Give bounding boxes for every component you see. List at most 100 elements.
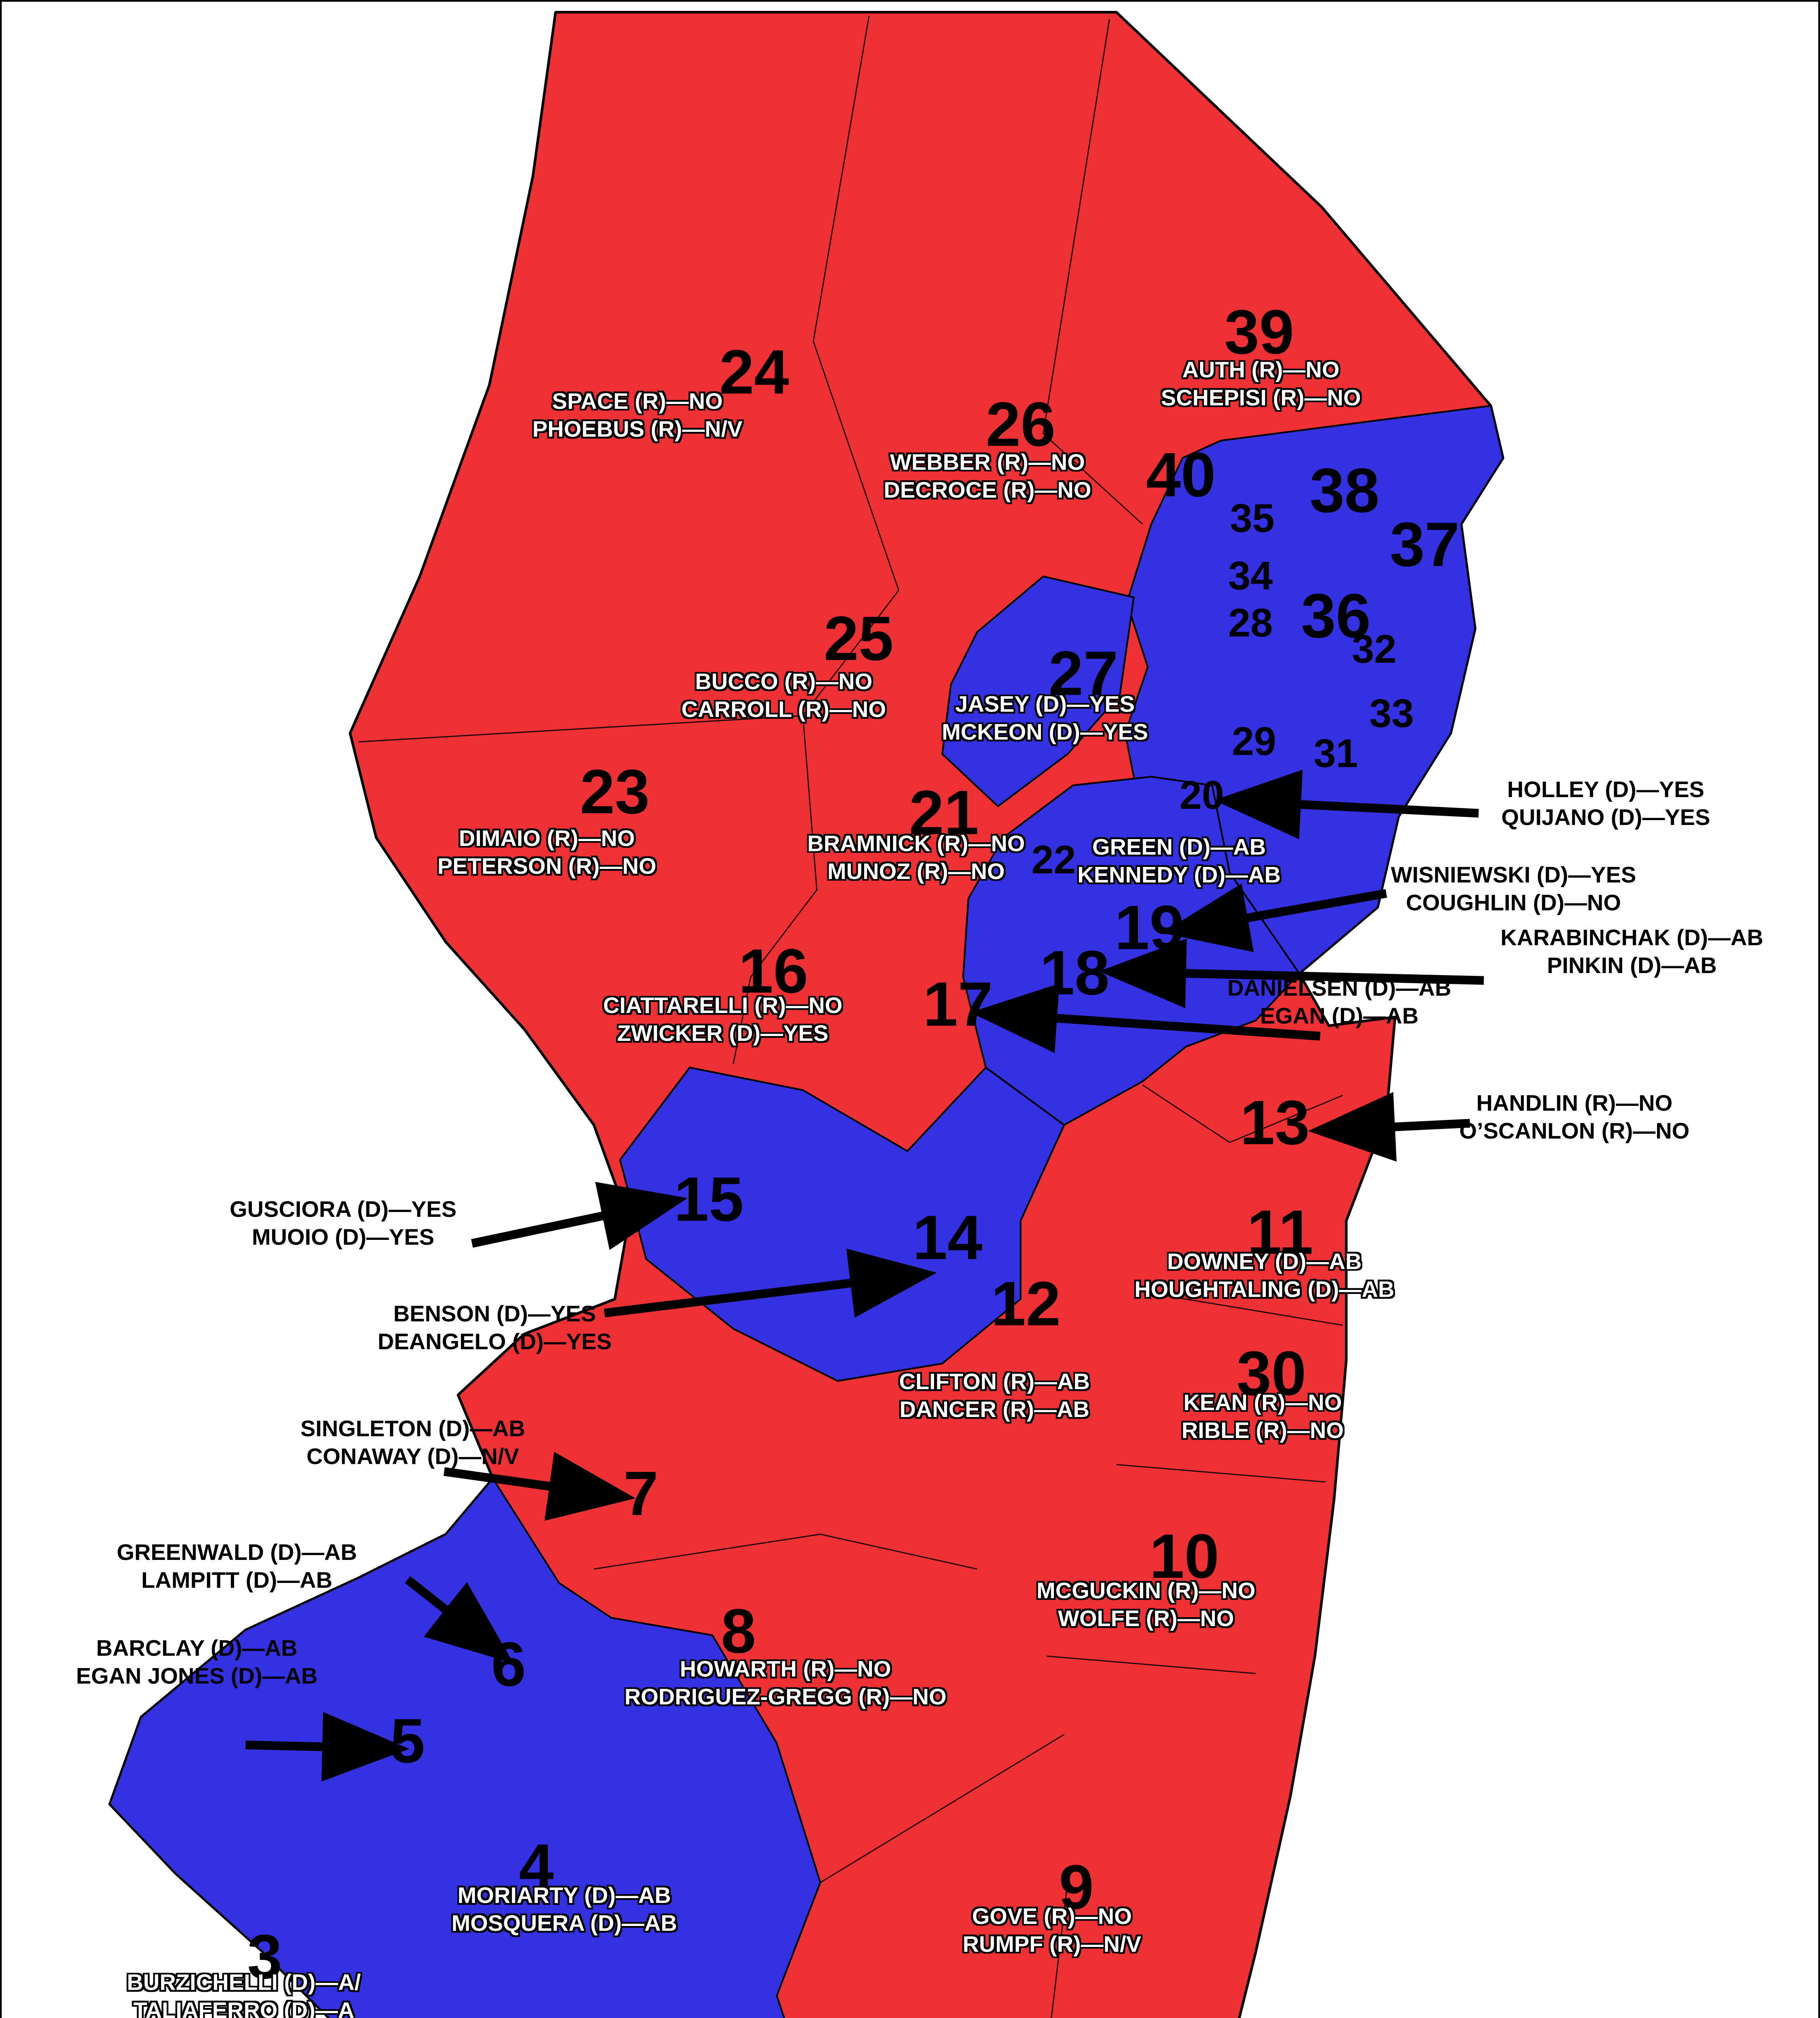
callout-label-18: KARABINCHAK (D)—AB PINKIN (D)—AB [1500,924,1763,981]
district-number-32: 32 [1352,626,1397,672]
legislator-line: PETERSON (R)—NO [437,853,656,879]
district-number-36: 36 [1301,580,1371,651]
legislator-line: MCKEON (D)—YES [942,719,1148,745]
district-label-4: MORIARTY (D)—AB MOSQUERA (D)—AB [452,1882,677,1938]
legislator-line: EGAN JONES (D)—AB [76,1663,318,1689]
district-number-3: 3 [247,1921,283,1993]
district-number-23: 23 [580,756,650,827]
district-number-39: 39 [1224,296,1294,368]
callout-label-7: SINGLETON (D)—AB CONAWAY (D)—N/V [300,1415,525,1472]
callout-label-17: DANIELSEN (D)—AB EGAN (D)—AB [1227,975,1451,1031]
legislator-line: PINKIN (D)—AB [1547,952,1717,979]
legislator-line: KENNEDY (D)—AB [1077,862,1281,888]
district-number-4: 4 [519,1830,554,1902]
callout-arrow-15 [471,1182,688,1250]
legislator-line: CLIFTON (R)—AB [899,1368,1090,1395]
district-label-39: AUTH (R)—NO SCHEPISI (R)—NO [1161,356,1361,413]
district-label-24: SPACE (R)—NO PHOEBUS (R)—N/V [532,388,742,444]
district-number-34: 34 [1228,553,1273,599]
district-label-10: MCGUCKIN (R)—NO WOLFE (R)—NO [1037,1577,1255,1634]
district-number-15: 15 [674,1163,744,1235]
district-number-28: 28 [1228,600,1273,645]
legislator-line: SPACE (R)—NO [552,388,723,414]
district-label-22: GREEN (D)—AB KENNEDY (D)—AB [1077,834,1281,890]
callout-label-15: GUSCIORA (D)—YES MUOIO (D)—YES [230,1196,457,1252]
district-number-16: 16 [738,935,808,1007]
legislator-line: HOWARTH (R)—NO [680,1656,891,1682]
legislator-line: HANDLIN (R)—NO [1476,1089,1673,1116]
legislator-line: DIMAIO (R)—NO [459,825,635,851]
legislator-line: JASEY (D)—YES [955,691,1135,717]
district-label-21: BRAMNICK (R)—NO MUNOZ (R)—NO [807,830,1025,887]
callout-label-5: BARCLAY (D)—AB EGAN JONES (D)—AB [76,1635,317,1691]
legislator-line: BRAMNICK (R)—NO [807,830,1025,856]
district-number-9: 9 [1059,1851,1094,1923]
district-label-25: BUCCO (R)—NO CARROLL (R)—NO [681,668,886,725]
legislator-line: BENSON (D)—YES [393,1300,596,1327]
legislator-line: GREEN (D)—AB [1092,833,1266,860]
district-label-11: DOWNEY (D)—AB HOUGHTALING (D)—AB [1135,1248,1395,1305]
legislator-line: QUIJANO (D)—YES [1501,804,1710,831]
district-number-26: 26 [986,388,1056,460]
district-number-20: 20 [1179,772,1224,818]
legislator-line: SINGLETON (D)—AB [300,1415,526,1442]
legislator-line: CARROLL (R)—NO [681,696,886,723]
district-number-13: 13 [1240,1086,1310,1158]
legislator-line: COUGHLIN (D)—NO [1406,890,1621,916]
legislator-line: SCHEPISI (R)—NO [1161,385,1361,411]
district-number-5: 5 [390,1705,425,1777]
district-number-7: 7 [623,1457,659,1529]
district-number-17: 17 [923,968,993,1040]
district-number-14: 14 [912,1202,982,1273]
district-label-16: CIATTARELLI (R)—NO ZWICKER (D)—YES [603,992,842,1049]
district-label-9: GOVE (R)—NO RUMPF (R)—N/V [963,1903,1141,1959]
legislator-line: GUSCIORA (D)—YES [230,1196,457,1222]
district-number-6: 6 [491,1628,526,1700]
district-label-3: BURZICHELLI (D)—A/TALIAFERRO (D)—A [127,1969,361,2018]
legislator-line: WISNIEWSKI (D)—YES [1391,861,1636,888]
district-number-40: 40 [1146,439,1216,511]
legislator-line: DECROCE (R)—NO [884,477,1091,503]
blue-region-mercer-14-15 [619,1066,1065,1382]
legislator-line: DANIELSEN (D)—AB [1227,975,1451,1001]
callout-arrow-18 [1099,938,1484,1009]
legislator-line: MUOIO (D)—YES [252,1224,434,1251]
legislator-line: WEBBER (R)—NO [890,449,1085,475]
district-number-33: 33 [1369,690,1414,736]
callout-label-6: GREENWALD (D)—AB LAMPITT (D)—AB [117,1539,357,1595]
district-number-12: 12 [991,1268,1061,1340]
legislator-line: RODRIGUEZ-GREGG (R)—NO [624,1684,947,1710]
district-number-21: 21 [909,777,979,848]
district-number-19: 19 [1114,892,1185,963]
legislator-line: ZWICKER (D)—YES [617,1020,829,1047]
legislator-line: BUCCO (R)—NO [695,668,873,695]
district-number-18: 18 [1039,937,1110,1009]
district-label-26: WEBBER (R)—NO DECROCE (R)—NO [884,449,1091,505]
district-label-8: HOWARTH (R)—NO RODRIGUEZ-GREGG (R)—NO [624,1656,947,1712]
legislator-line: GREENWALD (D)—AB [117,1539,357,1565]
legislator-line: MUNOZ (R)—NO [827,858,1005,885]
callout-label-13: HANDLIN (R)—NO O’SCANLON (R)—NO [1459,1090,1689,1146]
district-label-12: CLIFTON (R)—AB DANCER (R)—AB [899,1368,1090,1425]
callout-arrow-5 [245,1712,409,1782]
blue-region-south-jersey [109,1478,821,2018]
legislator-line: PHOEBUS (R)—N/V [532,416,743,442]
district-number-10: 10 [1149,1520,1219,1592]
legislator-line: WOLFE (R)—NO [1058,1606,1234,1632]
legislator-line: HOUGHTALING (D)—AB [1134,1276,1395,1303]
legislator-line: KEAN (R)—NO [1183,1389,1342,1415]
district-number-29: 29 [1231,718,1276,764]
legislator-line: MOSQUERA (D)—AB [451,1910,677,1937]
callout-arrow-7 [443,1452,636,1521]
legislator-line: O’SCANLON (R)—NO [1459,1118,1690,1144]
legislator-line: MCGUCKIN (R)—NO [1037,1577,1256,1604]
district-number-31: 31 [1313,731,1358,776]
legislator-line: GOVE (R)—NO [972,1903,1132,1929]
legislator-line: KARABINCHAK (D)—AB [1500,924,1763,950]
district-label-23: DIMAIO (R)—NO PETERSON (R)—NO [438,825,656,881]
blue-region-district-27 [941,576,1135,807]
legislator-line: MORIARTY (D)—AB [457,1882,671,1908]
